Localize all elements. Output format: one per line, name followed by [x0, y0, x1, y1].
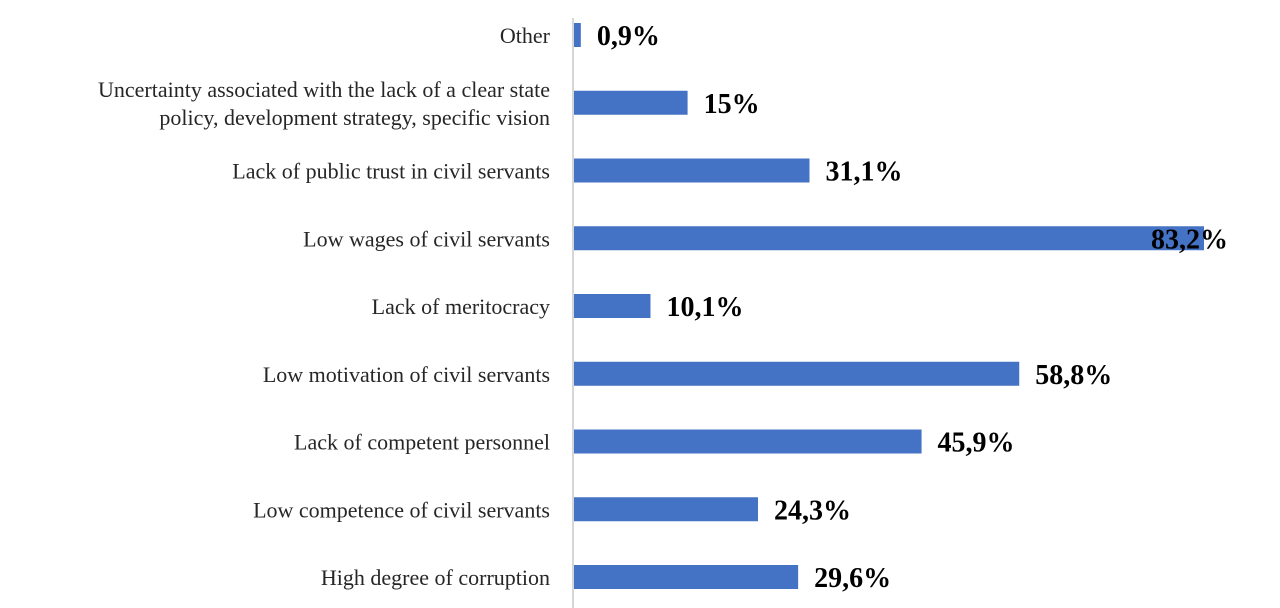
- bar-5: [574, 361, 1020, 386]
- category-label-2: Lack of public trust in civil servants: [232, 159, 550, 184]
- bar-4: [574, 294, 651, 318]
- data-label-7: 24,3%: [774, 495, 851, 526]
- category-label-0: Other: [500, 23, 551, 48]
- data-label-5: 58,8%: [1035, 360, 1112, 391]
- data-label-3: 83,2%: [1151, 224, 1228, 255]
- data-label-2: 31,1%: [825, 157, 902, 188]
- data-label-1: 15%: [704, 89, 760, 120]
- category-label-line: Uncertainty associated with the lack of …: [98, 77, 550, 102]
- bar-0: [574, 23, 581, 47]
- bar-1: [574, 90, 688, 115]
- bar-7: [574, 497, 759, 522]
- bars-group: [574, 23, 1204, 589]
- category-label-5: Low motivation of civil servants: [263, 362, 550, 387]
- data-label-8: 29,6%: [814, 563, 891, 594]
- bar-6: [574, 429, 922, 454]
- category-label-1: Uncertainty associated with the lack of …: [98, 77, 550, 130]
- labels-group: 0,9% Other 15% Uncertainty associated with …: [98, 21, 1228, 594]
- data-label-0: 0,9%: [597, 21, 660, 52]
- data-label-6: 45,9%: [938, 428, 1015, 459]
- category-label-4: Lack of meritocracy: [372, 294, 550, 319]
- category-label-line: policy, development strategy, specific v…: [159, 105, 550, 130]
- category-label-6: Lack of competent personnel: [294, 430, 550, 455]
- bar-2: [574, 158, 810, 183]
- category-label-8: High degree of corruption: [321, 565, 550, 590]
- bar-3: [574, 226, 1204, 251]
- bar-8: [574, 565, 799, 589]
- category-label-3: Low wages of civil servants: [303, 226, 550, 251]
- data-label-4: 10,1%: [666, 292, 743, 323]
- category-label-7: Low competence of civil servants: [253, 497, 550, 522]
